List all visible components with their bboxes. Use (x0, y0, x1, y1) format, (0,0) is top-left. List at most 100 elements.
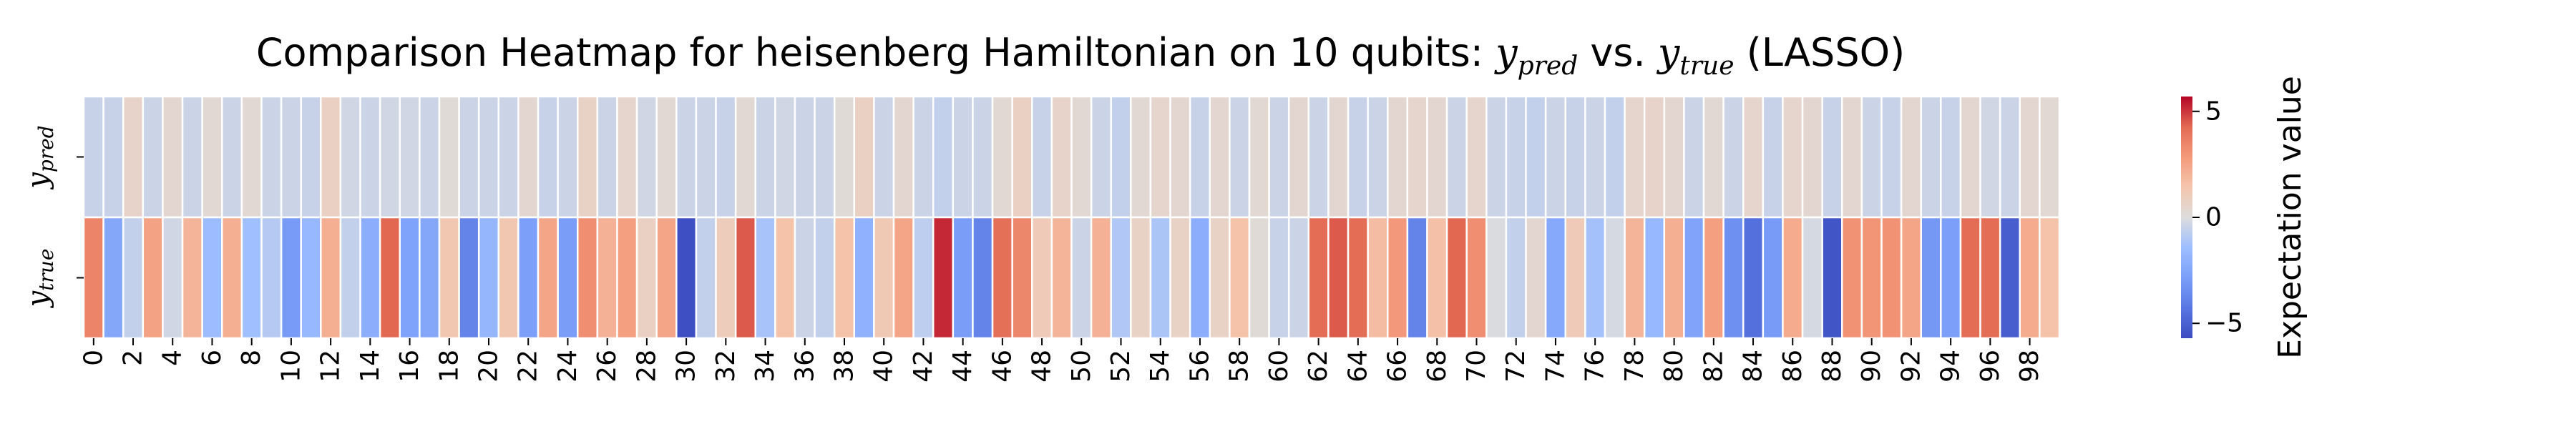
heatmap-cell-true-92 (1900, 216, 1922, 340)
heatmap-cell-pred-26 (596, 95, 618, 219)
heatmap-cell-pred-98 (2019, 95, 2041, 219)
heatmap-cell-pred-66 (1387, 95, 1409, 219)
heatmap-cell-pred-15 (379, 95, 401, 219)
heatmap-cell-pred-50 (1070, 95, 1093, 219)
x-tick-label-48: 48 (1028, 350, 1057, 383)
heatmap-cell-true-55 (1169, 216, 1191, 340)
heatmap-cell-pred-14 (359, 95, 381, 219)
x-tick-labels: 0 2 4 6 8 10 12 14 16 18 20 22 24 26 28 30 32 34 36 38 40 42 4… (79, 338, 2044, 383)
heatmap-cell-true-10 (280, 216, 302, 340)
x-tick-label-12: 12 (316, 350, 346, 383)
heatmap-cell-true-0 (82, 216, 104, 340)
heatmap-cell-pred-23 (537, 95, 559, 219)
heatmap-cell-true-95 (1959, 216, 1981, 340)
x-tick-label-54: 54 (1146, 350, 1175, 383)
heatmap-cell-pred-59 (1248, 95, 1270, 219)
heatmap-cell-true-90 (1860, 216, 1883, 340)
heatmap-cell-true-77 (1604, 216, 1626, 340)
x-tick-label-74: 74 (1541, 350, 1570, 383)
heatmap-cell-pred-17 (419, 95, 441, 219)
x-tick-label-60: 60 (1264, 350, 1294, 383)
heatmap-cell-pred-57 (1209, 95, 1231, 219)
heatmap-cell-true-86 (1782, 216, 1804, 340)
heatmap-cell-pred-48 (1031, 95, 1053, 219)
heatmap-cell-pred-18 (438, 95, 460, 219)
x-tick-label-96: 96 (1976, 350, 2005, 383)
heatmap-cell-true-23 (537, 216, 559, 340)
heatmap-cell-true-13 (339, 216, 361, 340)
heatmap-cell-pred-56 (1189, 95, 1211, 219)
heatmap-cell-pred-93 (1920, 95, 1942, 219)
x-tick-label-58: 58 (1225, 350, 1254, 383)
heatmap-cell-true-78 (1624, 216, 1646, 340)
heatmap-cell-true-89 (1841, 216, 1863, 340)
heatmap-cell-pred-75 (1564, 95, 1586, 219)
heatmap-cell-pred-4 (162, 95, 184, 219)
x-tick-label-50: 50 (1067, 350, 1096, 383)
heatmap-cell-pred-33 (734, 95, 756, 219)
heatmap-cell-true-83 (1722, 216, 1745, 340)
x-tick-label-44: 44 (948, 350, 977, 383)
heatmap-cell-pred-32 (715, 95, 737, 219)
heatmap-cell-true-47 (1011, 216, 1033, 340)
colorbar-tick-label: 0 (2205, 203, 2222, 232)
x-tick-label-62: 62 (1304, 350, 1333, 383)
heatmap-cell-true-22 (517, 216, 540, 340)
heatmap-cell-true-50 (1070, 216, 1093, 340)
heatmap-cell-pred-22 (517, 95, 540, 219)
heatmap-cell-true-20 (477, 216, 500, 340)
heatmap-cell-pred-49 (1050, 95, 1073, 219)
heatmap-cell-pred-69 (1445, 95, 1468, 219)
heatmap-cell-true-4 (162, 216, 184, 340)
heatmap-cell-pred-8 (240, 95, 263, 219)
heatmap-cell-pred-90 (1860, 95, 1883, 219)
x-tick-label-52: 52 (1106, 350, 1136, 383)
heatmap-cell-true-52 (1110, 216, 1132, 340)
heatmap-cell-true-76 (1584, 216, 1606, 340)
heatmap-cell-true-62 (1307, 216, 1330, 340)
heatmap-cell-true-48 (1031, 216, 1053, 340)
heatmap-cell-pred-38 (833, 95, 856, 219)
heatmap-cell-pred-36 (794, 95, 816, 219)
heatmap-cell-pred-47 (1011, 95, 1033, 219)
heatmap-cell-true-26 (596, 216, 618, 340)
heatmap-cell-pred-12 (320, 95, 342, 219)
heatmap-cell-true-67 (1406, 216, 1428, 340)
heatmap-cell-true-56 (1189, 216, 1211, 340)
heatmap-cell-pred-71 (1485, 95, 1508, 219)
heatmap-cell-true-34 (754, 216, 776, 340)
title-true-sub: true (1679, 51, 1735, 81)
colorbar-tick-label: 5 (2205, 97, 2222, 126)
heatmap-cell-true-88 (1821, 216, 1843, 340)
x-tick-label-18: 18 (434, 350, 464, 383)
x-tick-label-16: 16 (395, 350, 424, 383)
x-tick-label-20: 20 (474, 350, 504, 383)
title-pred-var: y (1496, 30, 1518, 75)
x-tick-label-82: 82 (1699, 350, 1728, 383)
heatmap-cell-true-37 (814, 216, 836, 340)
x-tick-label-4: 4 (158, 350, 187, 366)
heatmap-cell-pred-79 (1643, 95, 1666, 219)
heatmap-cell-true-80 (1663, 216, 1685, 340)
heatmap-cell-pred-99 (2039, 95, 2061, 219)
heatmap-cell-true-42 (912, 216, 935, 340)
heatmap-cell-true-94 (1940, 216, 1962, 340)
heatmap-cell-true-7 (221, 216, 243, 340)
x-tick-label-6: 6 (197, 350, 227, 366)
heatmap-cell-true-51 (1090, 216, 1112, 340)
heatmap-cell-true-71 (1485, 216, 1508, 340)
heatmap-cell-pred-84 (1742, 95, 1765, 219)
colorbar-tick-label: −5 (2205, 309, 2243, 338)
row-label-var: y (21, 290, 54, 308)
heatmap-cell-true-41 (892, 216, 914, 340)
x-tick-label-26: 26 (592, 350, 622, 383)
heatmap-cell-true-45 (972, 216, 994, 340)
heatmap-cell-true-40 (873, 216, 895, 340)
heatmap-cell-true-28 (635, 216, 658, 340)
heatmap-cell-true-70 (1465, 216, 1488, 340)
heatmap-cell-true-60 (1268, 216, 1290, 340)
x-tick-label-98: 98 (2015, 350, 2044, 383)
heatmap-cell-true-12 (320, 216, 342, 340)
x-tick-label-80: 80 (1659, 350, 1689, 383)
